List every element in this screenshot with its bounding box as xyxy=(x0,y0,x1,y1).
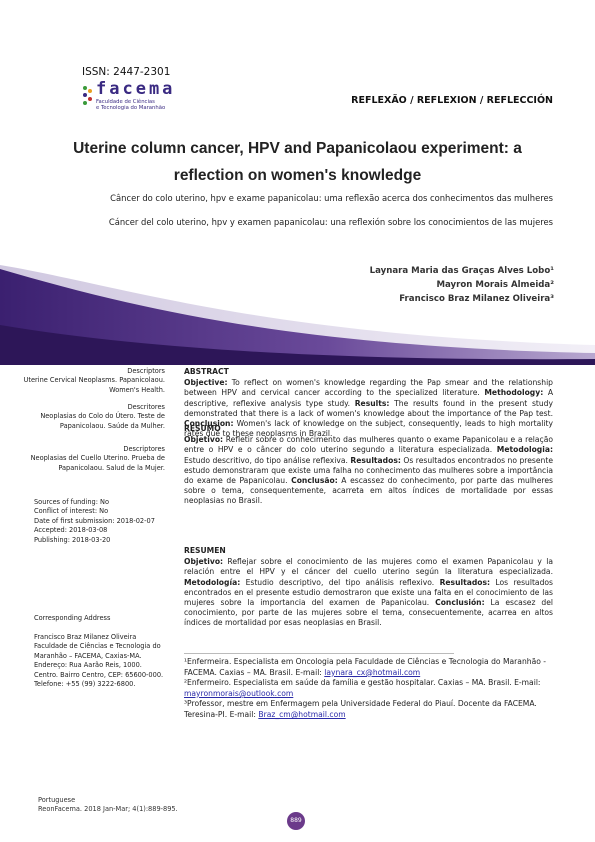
corr-district: Centro. Bairro Centro, CEP: 65600-000. xyxy=(34,670,164,679)
abstract-methodology-label: Methodology: xyxy=(484,388,544,398)
footnote-2-text: ²Enfermeiro. Especialista em saúde da fa… xyxy=(184,678,541,688)
footnotes: ¹Enfermeira. Especialista em Oncologia p… xyxy=(184,657,554,721)
resumo-conclusion-label: Conclusão: xyxy=(291,476,338,486)
abstract-conclusion: Women's lack of knowledge on the subject… xyxy=(184,419,553,439)
abstract-heading: ABSTRACT xyxy=(184,367,229,376)
keywords-es: Descriptores Neoplasias del Cuello Uteri… xyxy=(15,445,165,473)
alt-title-pt: Câncer do colo uterino, hpv e exame papa… xyxy=(110,193,553,203)
corresponding-address-heading: Corresponding Address xyxy=(34,614,111,622)
meta-accepted: Accepted: 2018-03-08 xyxy=(34,526,108,535)
footer-language: Portuguese xyxy=(38,796,76,804)
abstract-section: ABSTRACT Objective: To reflect on women'… xyxy=(184,367,553,439)
keywords-en: Descriptors Uterine Cervical Neoplasms. … xyxy=(15,367,165,395)
resumo-section: RESUMO Objetivo: Refletir sobre o conhec… xyxy=(184,424,553,507)
logo-mark-icon xyxy=(83,86,92,105)
title-line-1: Uterine column cancer, HPV and Papanicol… xyxy=(73,140,522,157)
logo-word: facema xyxy=(96,79,176,99)
resumen-conclusion: La escasez del conocimiento, por parte d… xyxy=(184,598,553,628)
resumen-objective: Reflejar sobre el conocimiento de las mu… xyxy=(184,557,553,577)
resumen-conclusion-label: Conclusión: xyxy=(435,598,485,608)
footnote-1-text: ¹Enfermeira. Especialista em Oncologia p… xyxy=(184,657,547,677)
decorative-swoosh xyxy=(0,265,595,365)
author-1: Laynara Maria das Graças Alves Lobo¹ xyxy=(369,266,554,276)
title-line-2: reflection on women's knowledge xyxy=(173,167,422,184)
keywords-pt-heading: Descritores xyxy=(127,403,165,411)
keywords-es-heading: Descriptores xyxy=(123,445,165,453)
resumo-conclusion: A escassez do conhecimento, por parte da… xyxy=(184,476,553,506)
footer-citation: ReonFacema. 2018 Jan-Mar; 4(1):889-895. xyxy=(38,805,178,813)
resumo-objective-label: Objetivo: xyxy=(184,435,224,445)
corresponding-address: Francisco Braz Milanez Oliveira Faculdad… xyxy=(34,633,164,689)
abstract-conclusion-label: Conclusion: xyxy=(184,419,234,429)
footnote-2-email-link[interactable]: mayronmorais@outlook.com xyxy=(184,688,294,698)
resumen-results: Los resultados encontrados en el present… xyxy=(184,577,554,608)
footnote-3-text: ³Professor, mestre em Enfermagem pela Un… xyxy=(184,699,537,719)
issn-label: ISSN: 2447-2301 xyxy=(82,66,171,78)
article-title: Uterine column cancer, HPV and Papanicol… xyxy=(40,135,555,189)
resumen-heading: RESUMEN xyxy=(184,546,226,555)
corr-name: Francisco Braz Milanez Oliveira xyxy=(34,633,137,641)
resumen-objective-label: Objetivo: xyxy=(184,557,224,567)
footnote-2: ²Enfermeiro. Especialista em saúde da fa… xyxy=(184,678,554,699)
section-label: REFLEXÃO / REFLEXION / REFLECCIÓN xyxy=(351,95,553,106)
corr-phone: Telefone: +55 (99) 3222-6800. xyxy=(34,680,136,689)
page-number-badge: 889 xyxy=(287,812,305,830)
resumo-results-label: Resultados: xyxy=(350,455,401,465)
footnote-3-email-link[interactable]: Braz_cm@hotmail.com xyxy=(258,709,346,719)
author-3: Francisco Braz Milanez Oliveira³ xyxy=(399,294,554,304)
meta-submission: Date of first submission: 2018-02-07 xyxy=(34,516,155,525)
resumen-methodology: Estudio descriptivo, del tipo análisis r… xyxy=(240,577,440,587)
footnote-3: ³Professor, mestre em Enfermagem pela Un… xyxy=(184,699,554,720)
keywords-es-body: Neoplasias del Cuello Uterino. Prueba de… xyxy=(30,454,165,472)
keywords-pt: Descritores Neoplasias do Colo do Útero.… xyxy=(15,403,165,431)
facema-logo: facema Faculdade de Ciências e Tecnologi… xyxy=(82,79,182,113)
article-meta: Sources of funding: No Conflict of inter… xyxy=(34,498,174,545)
footnote-divider xyxy=(184,653,454,654)
keywords-en-heading: Descriptors xyxy=(127,367,165,375)
corr-street: Endereço: Rua Aarão Reis, 1000. xyxy=(34,661,142,670)
resumo-results: Os resultados encontrados no presente es… xyxy=(184,455,553,486)
resumo-methodology-label: Metodologia: xyxy=(496,445,553,455)
resumo-objective: Refletir sobre o conhecimento das mulher… xyxy=(184,435,553,455)
abstract-objective: To reflect on women's knowledge regardin… xyxy=(184,378,553,398)
resumo-heading: RESUMO xyxy=(184,424,221,433)
meta-conflict: Conflict of interest: No xyxy=(34,507,109,516)
abstract-results-label: Results: xyxy=(354,398,390,408)
abstract-methodology: A descriptive, reflexive analysis type s… xyxy=(184,388,554,408)
corr-institution: Faculdade de Ciências e Tecnologia do Ma… xyxy=(34,642,161,660)
abstract-objective-label: Objective: xyxy=(184,378,228,388)
footnote-1-email-link[interactable]: laynara_cx@hotmail.com xyxy=(324,667,421,677)
resumen-results-label: Resultados: xyxy=(439,577,491,587)
meta-funding: Sources of funding: No xyxy=(34,498,109,506)
meta-publishing: Publishing: 2018-03-20 xyxy=(34,535,111,544)
resumo-methodology: Estudo descritivo, do tipo análise refle… xyxy=(184,455,351,465)
author-2: Mayron Morais Almeida² xyxy=(436,280,554,290)
resumen-methodology-label: Metodología: xyxy=(184,577,241,587)
resumen-section: RESUMEN Objetivo: Reflejar sobre el cono… xyxy=(184,546,553,629)
keywords-pt-body: Neoplasias do Colo do Útero. Teste de Pa… xyxy=(40,412,165,430)
logo-sub-2: e Tecnologia do Maranhão xyxy=(96,105,166,111)
abstract-results: The results found in the present study d… xyxy=(184,398,554,418)
footnote-1: ¹Enfermeira. Especialista em Oncologia p… xyxy=(184,657,554,678)
alt-title-es: Cáncer del colo uterino, hpv y examen pa… xyxy=(108,217,553,227)
keywords-en-body: Uterine Cervical Neoplasms. Papanicolaou… xyxy=(23,376,165,394)
logo-sub-1: Faculdade de Ciências xyxy=(96,99,155,105)
